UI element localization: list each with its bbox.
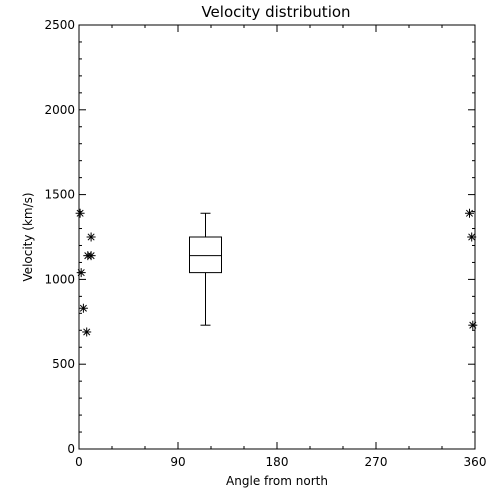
asterisk-stroke [77,269,85,277]
x-axis: 0 90 180 270 360 [75,25,486,469]
x-tick-label: 90 [170,455,185,469]
x-tick-label: 180 [266,455,289,469]
data-point [86,251,96,261]
x-tick-label: 0 [75,455,83,469]
x-tick-label: 270 [365,455,388,469]
data-point [465,208,474,218]
y-tick-label: 2500 [44,18,75,32]
data-point [82,327,92,337]
y-tick-label: 2000 [44,103,75,117]
y-tick-label: 1000 [44,272,75,286]
asterisk-stroke [83,328,91,336]
boxplot [189,212,222,326]
data-point [467,232,477,242]
x-tick-label: 360 [464,455,487,469]
y-tick-label: 1500 [44,188,75,202]
x-axis-title: Angle from north [226,474,328,488]
y-axis-title: Velocity (km/s) [21,192,35,281]
asterisk-stroke [87,252,95,260]
asterisk-stroke [465,209,474,217]
asterisk-stroke [468,233,476,241]
data-point [76,268,86,278]
asterisk-stroke [87,233,95,241]
asterisk-stroke [76,209,84,217]
chart-title: Velocity distribution [201,3,350,21]
data-point [75,208,85,218]
scatter-points [75,208,478,337]
data-point [86,232,96,242]
boxplot-box [189,236,222,274]
asterisk-stroke [469,321,477,329]
y-axis: 0 500 1000 1500 2000 2500 [44,18,475,456]
y-tick-label: 500 [52,357,75,371]
data-point [78,303,88,313]
asterisk-stroke [79,304,87,312]
data-point [468,320,478,330]
y-tick-label: 0 [67,442,75,456]
